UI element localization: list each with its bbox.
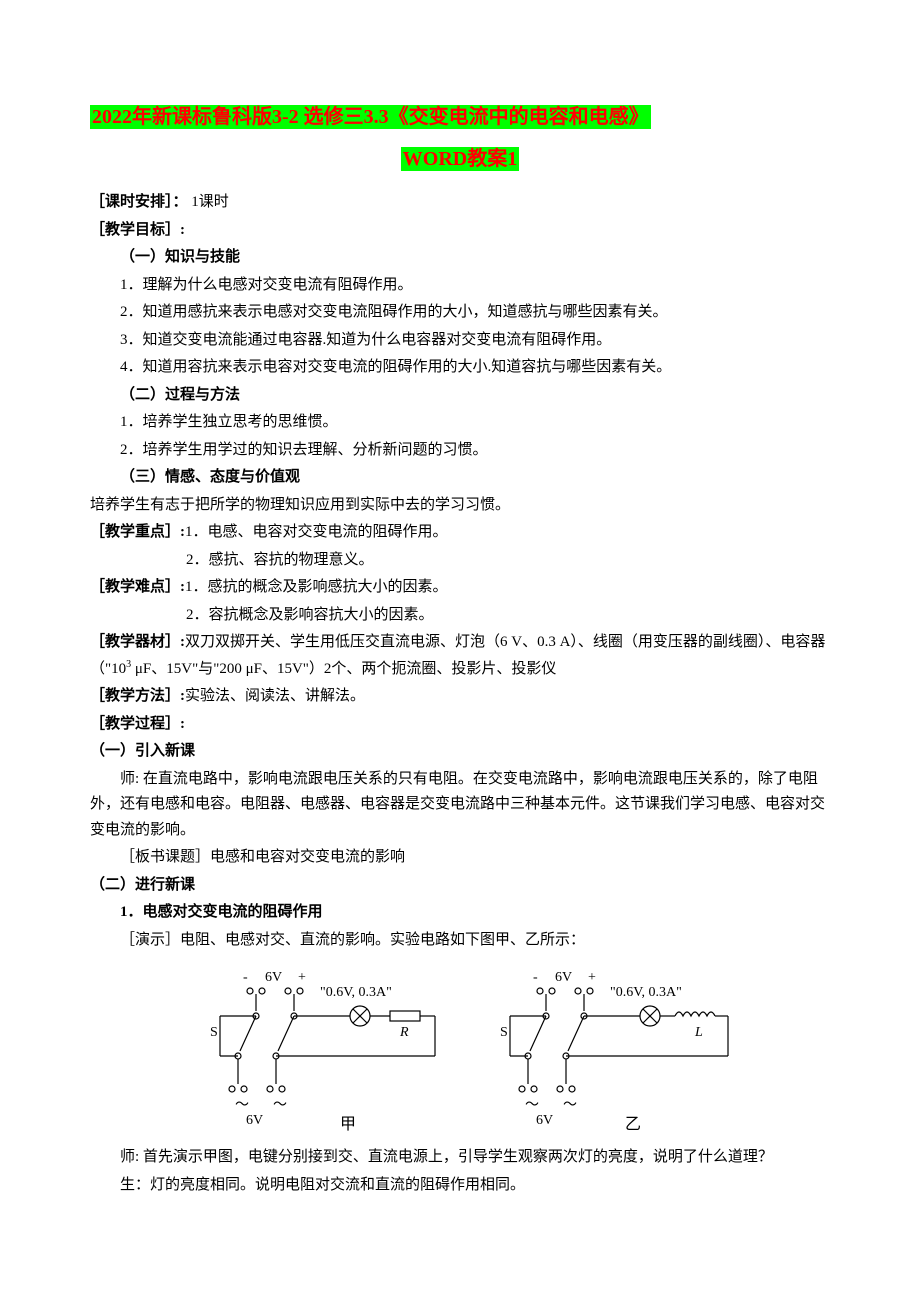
difficulty-line1: ［教学难点］:1．感抗的概念及影响感抗大小的因素。 <box>90 575 830 601</box>
method-body: 实验法、阅读法、讲解法。 <box>185 688 365 704</box>
schedule-line: ［课时安排］： 1课时 <box>90 190 830 216</box>
focus-l2: 2．感抗、容抗的物理意义。 <box>90 548 830 574</box>
sec1-item-4: 4．知道用容抗来表示电容对交变电流的阻碍作用的大小.知道容抗与哪些因素有关。 <box>90 355 830 381</box>
intro-p2: ［板书课题］电感和电容对交变电流的影响 <box>90 845 830 871</box>
label-ac-l1: ～ <box>235 1098 249 1113</box>
focus-label: ［教学重点］: <box>90 524 185 540</box>
sec2-head: （二）过程与方法 <box>90 383 830 409</box>
goals-label: ［教学目标］: <box>90 218 830 244</box>
label-ac6v-r: 6V <box>536 1113 553 1128</box>
label-plus-l: + <box>298 970 306 985</box>
label-S-l: S <box>210 1025 218 1040</box>
circuit-diagram: - 6V + "0.6V, 0.3A" R S ～ ～ 6V - 6V + "0… <box>90 961 830 1141</box>
method-label: ［教学方法］: <box>90 688 185 704</box>
newlesson-head: （二）进行新课 <box>90 873 830 899</box>
caption-yi: 乙 <box>625 1116 641 1133</box>
label-6v-r: 6V <box>555 970 572 985</box>
sec2-item-1: 1．培养学生独立思考的思维惯。 <box>90 410 830 436</box>
sec1-item-2: 2．知道用感抗来表示电感对交变电流阻碍作用的大小，知道感抗与哪些因素有关。 <box>90 300 830 326</box>
title-highlight-1: 2022年新课标鲁科版3-2 选修三3.3《交变电流中的电容和电感》 <box>90 105 651 129</box>
label-L: L <box>694 1025 703 1040</box>
sec2-item-2: 2．培养学生用学过的知识去理解、分析新问题的习惯。 <box>90 438 830 464</box>
equipment-label: ［教学器材］: <box>90 634 185 650</box>
label-ac-r1: ～ <box>525 1098 539 1113</box>
method-line: ［教学方法］:实验法、阅读法、讲解法。 <box>90 684 830 710</box>
label-R: R <box>399 1025 409 1040</box>
sec3-body: 培养学生有志于把所学的物理知识应用到实际中去的学习习惯。 <box>90 493 830 519</box>
label-bulb-spec-l: "0.6V, 0.3A" <box>320 985 392 1000</box>
intro-head: （一）引入新课 <box>90 739 830 765</box>
newlesson-sub1: 1．电感对交变电流的阻碍作用 <box>90 900 830 926</box>
qa1: 师: 首先演示甲图，电键分别接到交、直流电源上，引导学生观察两次灯的亮度，说明了… <box>90 1145 830 1171</box>
focus-line1: ［教学重点］:1．电感、电容对交变电流的阻碍作用。 <box>90 520 830 546</box>
label-minus-r: - <box>533 970 538 985</box>
schedule-value: 1课时 <box>188 194 229 210</box>
process-label: ［教学过程］: <box>90 712 830 738</box>
label-ac-r2: ～ <box>563 1098 577 1113</box>
title-highlight-2: WORD教案1 <box>401 147 519 171</box>
sec1-head: （一）知识与技能 <box>90 245 830 271</box>
title-line-2: WORD教案1 <box>90 142 830 176</box>
schedule-label: ［课时安排］： <box>90 194 188 210</box>
sec1-item-3: 3．知道交变电流能通过电容器.知道为什么电容器对交变电流有阻碍作用。 <box>90 328 830 354</box>
sec3-head: （三）情感、态度与价值观 <box>90 465 830 491</box>
circuit-svg: - 6V + "0.6V, 0.3A" R S ～ ～ 6V - 6V + "0… <box>180 961 740 1141</box>
difficulty-l2: 2．容抗概念及影响容抗大小的因素。 <box>90 603 830 629</box>
focus-l1: 1．电感、电容对交变电流的阻碍作用。 <box>185 524 448 540</box>
equipment-line: ［教学器材］:双刀双掷开关、学生用低压交直流电源、灯泡（6 V、0.3 A）、线… <box>90 630 830 682</box>
intro-p1: 师: 在直流电路中，影响电流跟电压关系的只有电阻。在交变电流路中，影响电流跟电压… <box>90 767 830 844</box>
label-ac-l2: ～ <box>273 1098 287 1113</box>
difficulty-label: ［教学难点］: <box>90 579 185 595</box>
label-minus-l: - <box>243 970 248 985</box>
sec1-item-1: 1．理解为什么电感对交变电流有阻碍作用。 <box>90 273 830 299</box>
label-ac6v-l: 6V <box>246 1113 263 1128</box>
equipment-body-b: μF、15V"与"200 μF、15V"）2个、两个扼流圈、投影片、投影仪 <box>131 661 556 677</box>
difficulty-l1: 1．感抗的概念及影响感抗大小的因素。 <box>185 579 448 595</box>
label-6v-l: 6V <box>265 970 282 985</box>
label-bulb-spec-r: "0.6V, 0.3A" <box>610 985 682 1000</box>
label-S-r: S <box>500 1025 508 1040</box>
title-line-1: 2022年新课标鲁科版3-2 选修三3.3《交变电流中的电容和电感》 <box>90 100 830 134</box>
caption-jia: 甲 <box>340 1116 356 1133</box>
newlesson-demo: ［演示］电阻、电感对交、直流的影响。实验电路如下图甲、乙所示： <box>90 928 830 954</box>
label-plus-r: + <box>588 970 596 985</box>
qa2: 生：灯的亮度相同。说明电阻对交流和直流的阻碍作用相同。 <box>90 1173 830 1199</box>
